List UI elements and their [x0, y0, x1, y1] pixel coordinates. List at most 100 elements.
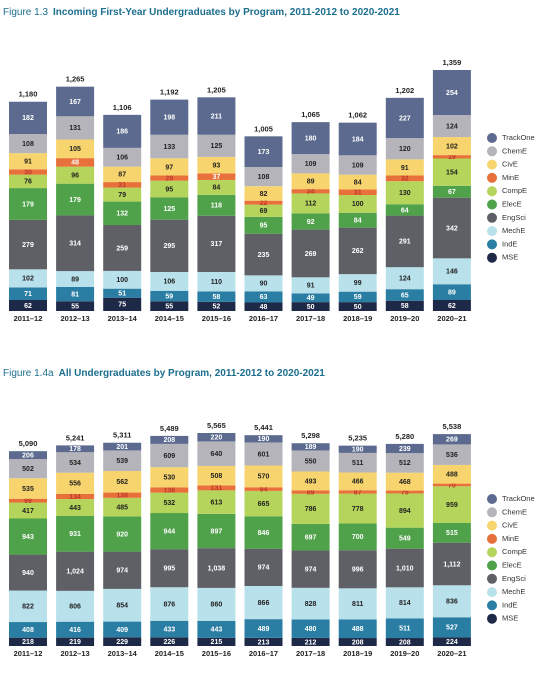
bar-segment: [291, 229, 330, 278]
x-tick-label: 2013–14: [108, 649, 138, 658]
bar-segment: [291, 154, 330, 174]
bar-segment: [244, 435, 283, 443]
segment-label: 65: [401, 292, 409, 299]
x-tick-label: 2015–16: [202, 314, 231, 323]
bar-segment: [150, 158, 189, 176]
bar-segment: [432, 155, 471, 159]
segment-label: 182: [22, 115, 34, 122]
segment-label: 81: [71, 291, 79, 298]
bar-segment: [56, 590, 95, 622]
segment-label: 535: [22, 486, 34, 493]
legend-marker: [487, 613, 497, 624]
segment-label: 99: [354, 280, 362, 287]
bar-segment: [103, 497, 142, 517]
segment-label: 416: [69, 627, 81, 634]
segment-label: 118: [211, 203, 222, 210]
x-tick-label: 2014–15: [155, 314, 184, 323]
segment-label: 527: [446, 625, 458, 632]
chart-title: Figure 1.3 Incoming First-Year Undergradu…: [3, 7, 400, 18]
segment-label: 466: [352, 479, 364, 486]
bar-segment: [9, 287, 47, 301]
bar-segment: [103, 270, 142, 289]
segment-label: 108: [22, 141, 34, 148]
segment-label: 92: [307, 219, 315, 226]
total-label: 1,106: [113, 103, 132, 112]
title-text: Incoming First-Year Undergraduates by Pr…: [53, 7, 400, 18]
segment-label: 208: [163, 437, 175, 444]
figure-label: Figure 1.4a: [3, 368, 54, 379]
bar-segment: [385, 472, 424, 491]
segment-label: 201: [116, 444, 128, 451]
x-tick-label: 2018–19: [343, 649, 372, 658]
segment-label: 897: [211, 528, 223, 535]
segment-label: 433: [163, 626, 175, 633]
segment-label: 996: [352, 567, 364, 574]
segment-label: 108: [258, 174, 270, 181]
segment-label: 131: [69, 125, 81, 132]
bar-segment: [291, 302, 330, 311]
segment-label: 190: [352, 447, 364, 454]
bar-segment: [103, 297, 142, 311]
segment-label: 220: [211, 435, 223, 442]
bar-segment: [291, 619, 330, 638]
total-label: 1,180: [19, 90, 38, 99]
segment-label: 178: [69, 446, 81, 453]
bar-segment: [244, 233, 283, 276]
segment-label: 974: [116, 568, 128, 575]
segment-label: 206: [22, 452, 34, 459]
segment-label: 109: [352, 162, 364, 169]
bar-segment: [291, 637, 330, 646]
segment-label: 102: [446, 143, 458, 150]
bar-segment: [385, 300, 424, 311]
total-label: 5,090: [19, 439, 38, 448]
bar-segment: [338, 189, 377, 196]
total-label: 1,062: [348, 111, 367, 120]
legend-label: EngSci: [502, 213, 526, 222]
bar-segment: [103, 637, 142, 646]
segment-label: 295: [163, 243, 175, 250]
segment-label: 102: [22, 276, 34, 283]
bar-segment: [197, 490, 236, 514]
legend-label: EngSci: [502, 574, 526, 583]
segment-label: 91: [24, 159, 32, 166]
bar-segment: [432, 464, 471, 484]
segment-label: 211: [211, 113, 222, 120]
segment-label: 828: [305, 601, 317, 608]
legend-marker: [487, 547, 497, 558]
bar-segment: [385, 97, 424, 139]
segment-label: 931: [69, 531, 81, 538]
bar-segment: [291, 213, 330, 230]
x-tick-label: 2016–17: [249, 314, 278, 323]
bar-segment: [244, 585, 283, 620]
bar-segment: [197, 620, 236, 638]
segment-label: 89: [307, 179, 315, 186]
bar-segment: [197, 637, 236, 646]
segment-label: 96: [71, 173, 79, 180]
segment-label: 133: [163, 144, 175, 151]
bar-segment: [291, 189, 330, 194]
bar-segment: [150, 467, 189, 488]
bar-segment: [244, 619, 283, 638]
segment-label: 63: [260, 294, 268, 301]
total-label: 1,202: [395, 86, 414, 95]
segment-label: 48: [71, 160, 79, 167]
segment-label: 218: [22, 639, 34, 646]
bar-segment: [244, 186, 283, 201]
legend-marker: [487, 560, 497, 571]
bar-segment: [103, 442, 142, 451]
total-label: 1,192: [160, 88, 179, 97]
legend-marker: [487, 212, 497, 223]
bar-segment: [385, 548, 424, 588]
bar-segment: [432, 637, 471, 646]
total-label: 5,241: [66, 433, 85, 442]
bar-segment: [150, 549, 189, 588]
legend-label: CivE: [502, 160, 518, 169]
bar-segment: [9, 188, 47, 220]
segment-label: 532: [163, 500, 175, 507]
segment-label: 50: [354, 304, 362, 311]
legend-label: IndE: [502, 600, 517, 609]
segment-label: 468: [399, 479, 411, 486]
bar-segment: [56, 551, 95, 591]
bar-segment: [432, 444, 471, 465]
bar-segment: [9, 269, 47, 288]
